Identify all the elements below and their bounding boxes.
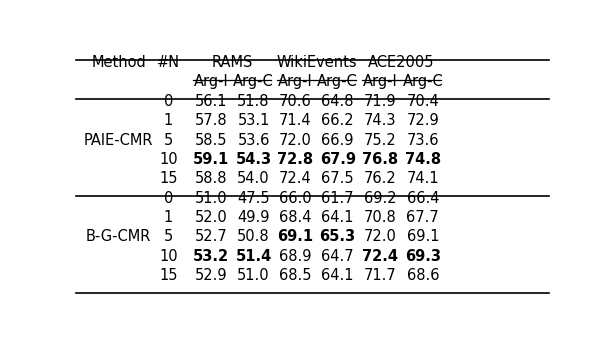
Text: 66.2: 66.2 [321, 113, 354, 128]
Text: 51.4: 51.4 [235, 249, 271, 264]
Text: 57.8: 57.8 [195, 113, 228, 128]
Text: 72.0: 72.0 [364, 230, 396, 244]
Text: 0: 0 [163, 94, 173, 109]
Text: Arg-C: Arg-C [317, 74, 358, 90]
Text: 15: 15 [159, 171, 178, 186]
Text: 70.4: 70.4 [406, 94, 439, 109]
Text: 72.0: 72.0 [279, 132, 312, 148]
Text: 53.6: 53.6 [237, 132, 270, 148]
Text: 52.7: 52.7 [195, 230, 228, 244]
Text: 76.8: 76.8 [362, 152, 398, 167]
Text: 67.9: 67.9 [320, 152, 356, 167]
Text: Arg-C: Arg-C [233, 74, 274, 90]
Text: PAIE-CMR: PAIE-CMR [84, 132, 154, 148]
Text: 72.8: 72.8 [277, 152, 313, 167]
Text: 74.3: 74.3 [364, 113, 396, 128]
Text: 66.4: 66.4 [406, 191, 439, 206]
Text: Arg-I: Arg-I [278, 74, 312, 90]
Text: Method: Method [92, 55, 146, 70]
Text: 56.1: 56.1 [195, 94, 228, 109]
Text: 75.2: 75.2 [364, 132, 396, 148]
Text: B-G-CMR: B-G-CMR [86, 230, 151, 244]
Text: 53.1: 53.1 [237, 113, 270, 128]
Text: 70.6: 70.6 [279, 94, 312, 109]
Text: 71.7: 71.7 [364, 268, 396, 283]
Text: 70.8: 70.8 [364, 210, 396, 225]
Text: #N: #N [157, 55, 180, 70]
Text: 69.1: 69.1 [406, 230, 439, 244]
Text: 65.3: 65.3 [320, 230, 356, 244]
Text: RAMS: RAMS [212, 55, 253, 70]
Text: 15: 15 [159, 268, 178, 283]
Text: Arg-I: Arg-I [193, 74, 228, 90]
Text: 54.0: 54.0 [237, 171, 270, 186]
Text: 72.4: 72.4 [279, 171, 312, 186]
Text: 66.0: 66.0 [279, 191, 312, 206]
Text: 61.7: 61.7 [321, 191, 354, 206]
Text: 68.5: 68.5 [279, 268, 311, 283]
Text: 5: 5 [164, 132, 173, 148]
Text: 71.9: 71.9 [364, 94, 396, 109]
Text: Arg-C: Arg-C [403, 74, 443, 90]
Text: 69.1: 69.1 [277, 230, 313, 244]
Text: 69.3: 69.3 [405, 249, 441, 264]
Text: 66.9: 66.9 [321, 132, 354, 148]
Text: 10: 10 [159, 249, 178, 264]
Text: 10: 10 [159, 152, 178, 167]
Text: 51.8: 51.8 [237, 94, 270, 109]
Text: 68.6: 68.6 [406, 268, 439, 283]
Text: 73.6: 73.6 [406, 132, 439, 148]
Text: 59.1: 59.1 [193, 152, 229, 167]
Text: 67.7: 67.7 [406, 210, 439, 225]
Text: 64.8: 64.8 [321, 94, 354, 109]
Text: 5: 5 [164, 230, 173, 244]
Text: 64.7: 64.7 [321, 249, 354, 264]
Text: 64.1: 64.1 [321, 210, 354, 225]
Text: 69.2: 69.2 [364, 191, 396, 206]
Text: 52.0: 52.0 [195, 210, 228, 225]
Text: 1: 1 [164, 210, 173, 225]
Text: 72.9: 72.9 [406, 113, 439, 128]
Text: 47.5: 47.5 [237, 191, 270, 206]
Text: 68.9: 68.9 [279, 249, 311, 264]
Text: 58.5: 58.5 [195, 132, 228, 148]
Text: 74.8: 74.8 [404, 152, 441, 167]
Text: 52.9: 52.9 [195, 268, 228, 283]
Text: 74.1: 74.1 [406, 171, 439, 186]
Text: 0: 0 [163, 191, 173, 206]
Text: 51.0: 51.0 [195, 191, 228, 206]
Text: 68.4: 68.4 [279, 210, 311, 225]
Text: 64.1: 64.1 [321, 268, 354, 283]
Text: 72.4: 72.4 [362, 249, 398, 264]
Text: 1: 1 [164, 113, 173, 128]
Text: 58.8: 58.8 [195, 171, 228, 186]
Text: 76.2: 76.2 [364, 171, 396, 186]
Text: 54.3: 54.3 [235, 152, 271, 167]
Text: 49.9: 49.9 [237, 210, 270, 225]
Text: 51.0: 51.0 [237, 268, 270, 283]
Text: 67.5: 67.5 [321, 171, 354, 186]
Text: 71.4: 71.4 [279, 113, 312, 128]
Text: 50.8: 50.8 [237, 230, 270, 244]
Text: 53.2: 53.2 [193, 249, 229, 264]
Text: Arg-I: Arg-I [363, 74, 398, 90]
Text: WikiEvents: WikiEvents [276, 55, 357, 70]
Text: ACE2005: ACE2005 [368, 55, 435, 70]
